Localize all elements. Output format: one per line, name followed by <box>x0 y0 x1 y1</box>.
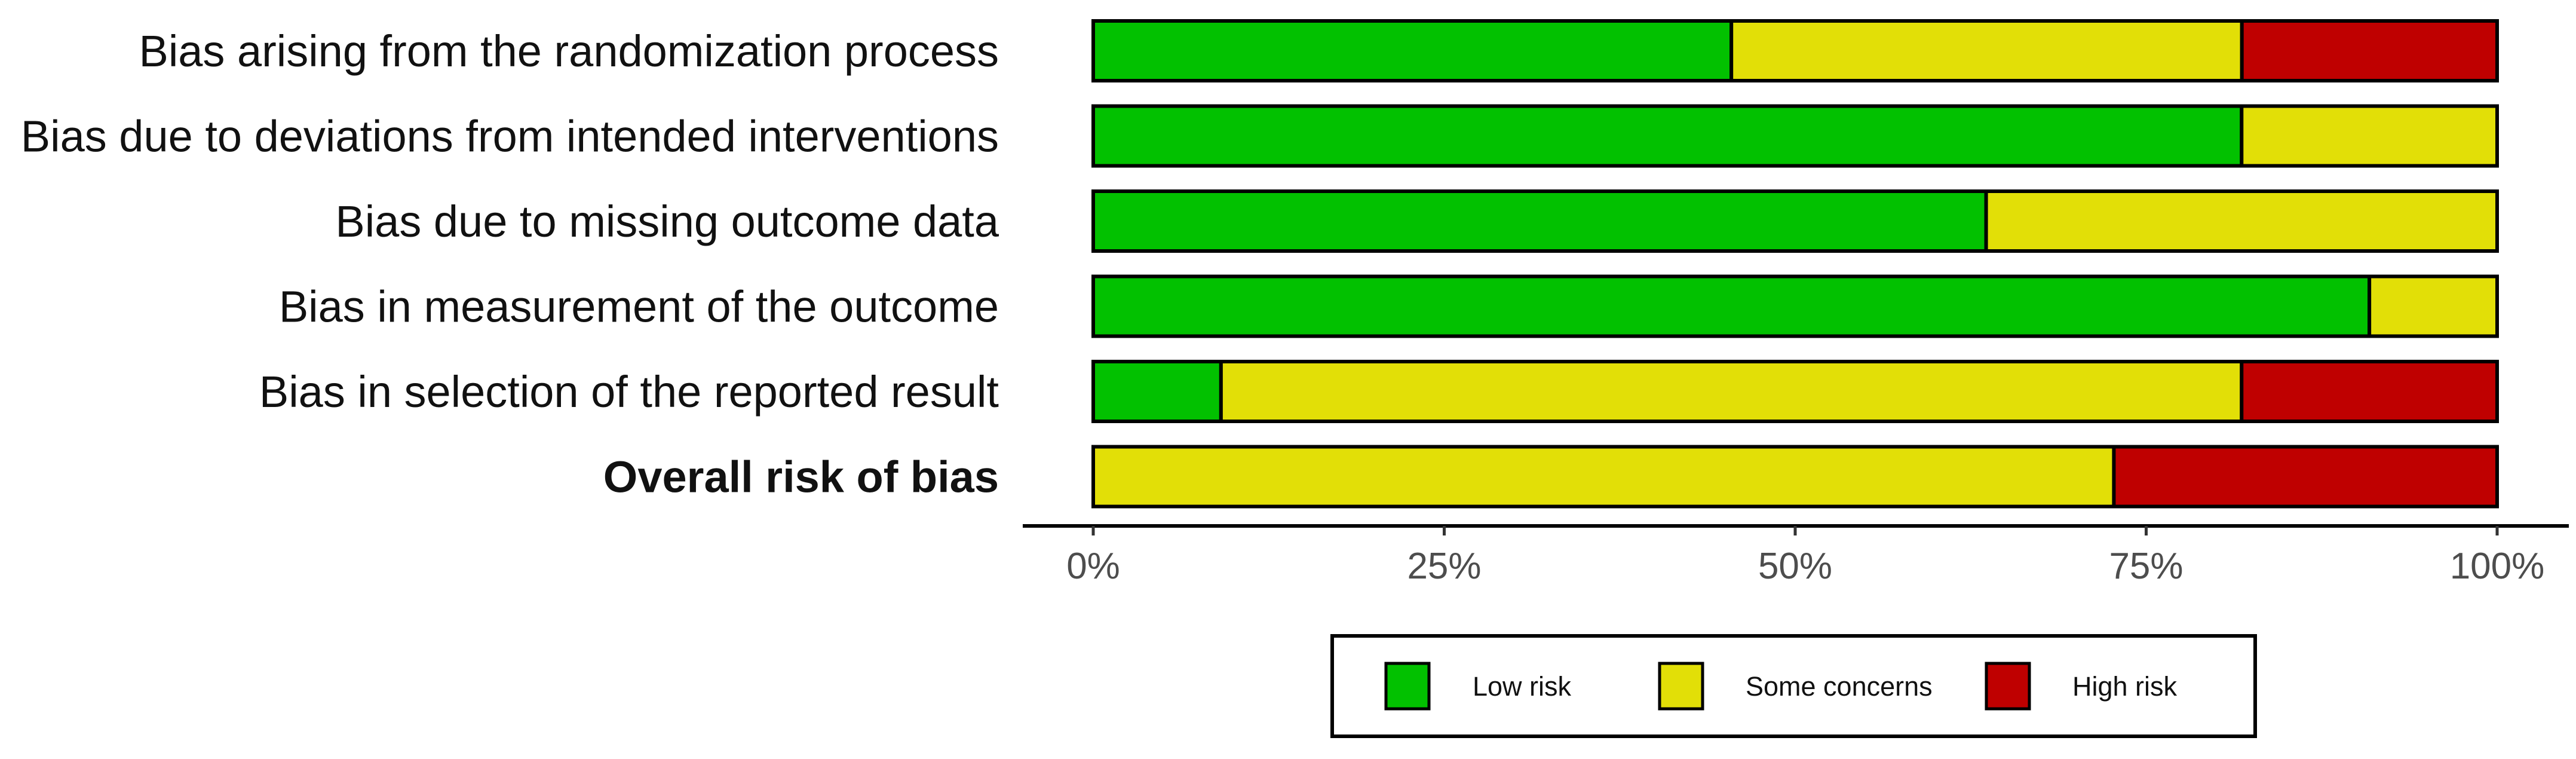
x-tick-label: 25% <box>1407 546 1481 587</box>
row-label: Bias due to missing outcome data <box>335 197 999 246</box>
bar-segment-some-concerns <box>1984 189 2500 253</box>
legend-label-low-risk: Low risk <box>1473 671 1572 702</box>
bar-segment-low-risk <box>1091 19 1734 82</box>
legend-box <box>1330 634 2257 738</box>
bar-segment-some-concerns <box>1091 445 2116 509</box>
bar-segment-low-risk <box>1091 104 2244 168</box>
bars <box>1091 19 2500 509</box>
bar-segment-some-concerns <box>1729 19 2244 82</box>
row-label: Bias due to deviations from intended int… <box>21 112 999 161</box>
x-axis: 0% 25% 50% 75% 100% <box>1023 524 2569 587</box>
bar-segment-high-risk <box>2112 445 2499 509</box>
bar-segment-some-concerns <box>1219 360 2244 423</box>
bar-segment-high-risk <box>2240 19 2500 82</box>
x-tick-label: 50% <box>1758 546 1832 587</box>
row-label: Bias arising from the randomization proc… <box>139 26 999 76</box>
legend: Low risk Some concerns High risk <box>1330 634 2257 738</box>
bar-segment-some-concerns <box>2240 104 2500 168</box>
bar-segment-low-risk <box>1091 360 1223 423</box>
row-label: Bias in measurement of the outcome <box>279 282 999 332</box>
legend-label-high-risk: High risk <box>2072 671 2178 702</box>
bar-segment-some-concerns <box>2368 274 2499 338</box>
bar-segment-low-risk <box>1091 189 1988 253</box>
row-labels: Bias arising from the randomization proc… <box>21 26 999 502</box>
x-tick-label: 0% <box>1066 546 1120 587</box>
row-label: Bias in selection of the reported result <box>259 367 999 417</box>
x-tick-label: 75% <box>2109 546 2183 587</box>
x-tick-label: 100% <box>2450 546 2545 587</box>
legend-swatch-low-risk <box>1384 662 1431 711</box>
legend-label-some-concerns: Some concerns <box>1746 671 1933 702</box>
bar-segment-low-risk <box>1091 274 2372 338</box>
bar-segment-high-risk <box>2240 360 2500 423</box>
legend-swatch-some-concerns <box>1658 662 1704 711</box>
row-label: Overall risk of bias <box>603 452 999 502</box>
legend-swatch-high-risk <box>1985 662 2031 711</box>
